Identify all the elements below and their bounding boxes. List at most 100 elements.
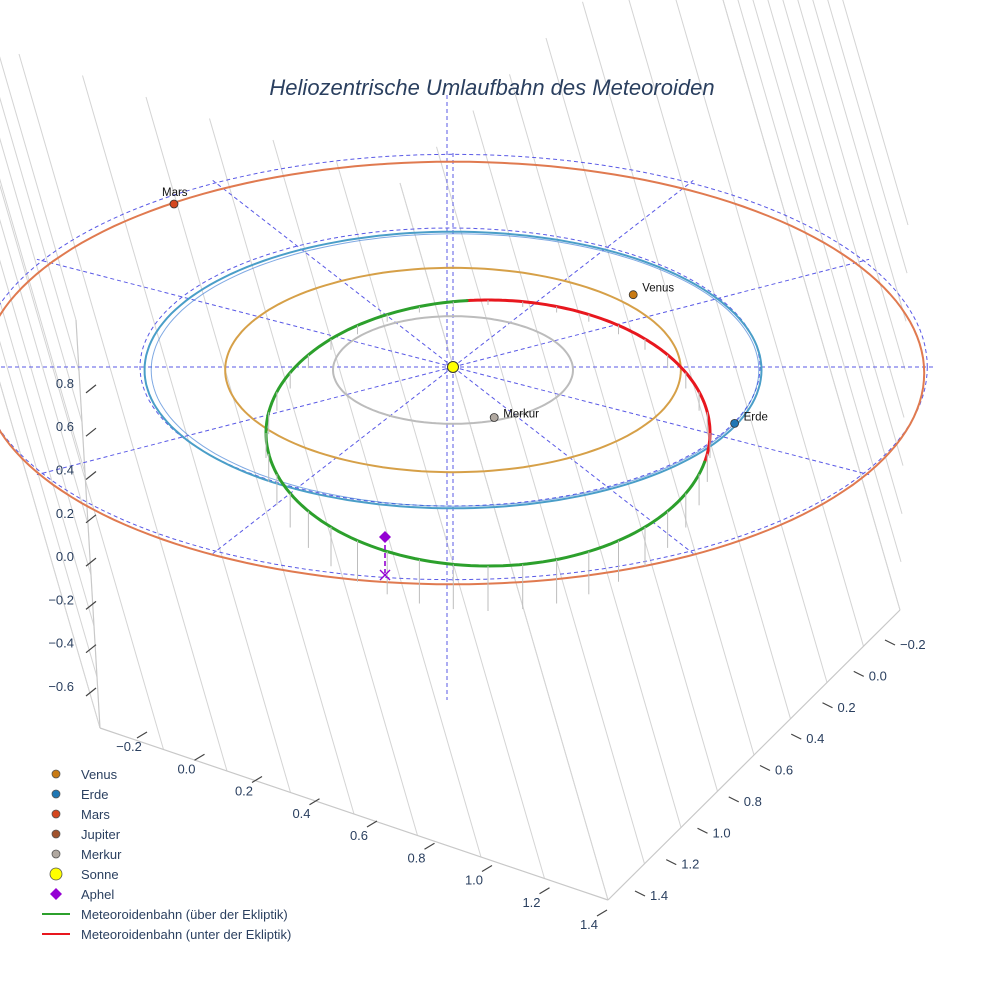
floor-gridline [0, 381, 101, 729]
sun-marker [447, 361, 459, 373]
planet-orbits [0, 160, 926, 586]
y-tick-label: −0.2 [900, 637, 926, 652]
legend-item[interactable]: Mars [51, 807, 110, 822]
aphel-projection-marker [379, 569, 391, 581]
legend-label: Meteoroidenbahn (über der Ekliptik) [81, 907, 288, 922]
wall-gridline [0, 300, 95, 627]
z-tick-label: −0.2 [48, 592, 74, 607]
x-tick-mark [366, 820, 378, 828]
ref-ray [452, 366, 870, 476]
floor-gridline [399, 182, 609, 901]
y-tick-mark [884, 639, 896, 646]
wall-gridline [0, 340, 98, 678]
planet-label-erde: Erde [744, 411, 768, 423]
y-tick-label: 0.6 [775, 763, 793, 778]
legend-label: Merkur [81, 847, 122, 862]
ref-ray [452, 258, 870, 368]
x-tick-label: 0.0 [177, 761, 195, 776]
floor-gridline [272, 139, 482, 858]
legend-item[interactable]: Venus [51, 767, 118, 782]
floor-gridline [145, 96, 355, 815]
orbit-venus [224, 266, 682, 474]
legend-item[interactable]: Aphel [50, 887, 114, 902]
legend[interactable]: Venus Erde Mars Jupiter Merkur Sonne Aphel Mete… [42, 767, 291, 942]
orbit-mars [0, 160, 926, 586]
legend-item[interactable]: Meteoroidenbahn (über der Ekliptik) [42, 907, 288, 922]
legend-circle-icon [51, 769, 61, 779]
planet-mars [169, 199, 179, 209]
wall-gridline [752, 0, 903, 514]
meteoroid-above-arc [264, 299, 707, 568]
legend-item[interactable]: Erde [51, 787, 108, 802]
reference-lines [0, 95, 934, 700]
floor-gridline [436, 146, 645, 864]
z-tick-label: 0.8 [56, 376, 74, 391]
x-tick-mark [481, 864, 493, 873]
y-tick-mark [759, 764, 771, 772]
y-tick-mark [697, 827, 708, 834]
chart-title: Heliozentrische Umlaufbahn des Meteoroid… [269, 75, 714, 100]
orbit-merkur [331, 315, 574, 425]
wall-gridline [0, 259, 92, 576]
y-tick-mark [853, 670, 865, 677]
ref-ray [36, 366, 454, 476]
wall-gridline [797, 0, 906, 370]
wall-gridline [767, 0, 904, 466]
wall-gridline [0, 56, 77, 321]
y-tick-label: 1.0 [713, 825, 731, 840]
floor-gridline [509, 74, 718, 792]
legend-item[interactable]: Sonne [49, 867, 119, 882]
x-tick-label: 0.6 [350, 828, 368, 843]
floor-gridline [336, 161, 545, 879]
legend-label: Venus [81, 767, 118, 782]
orbit-erde [143, 230, 763, 510]
legend-item[interactable]: Merkur [51, 847, 122, 862]
ref-ray [212, 366, 454, 554]
meteoroid-below-arc [465, 298, 712, 464]
z-tick-mark [85, 471, 97, 480]
z-tick-mark [85, 384, 97, 394]
legend-label: Erde [81, 787, 108, 802]
x-tick-mark [194, 753, 205, 761]
axis-ticks: −0.2 0.0 0.2 0.4 0.6 0.8 1.0 1.2 1.4 −0.2 0.0 0.2 0.… [48, 376, 925, 932]
meteoroid-orbit [264, 298, 712, 611]
ref-ray [36, 258, 454, 368]
x-tick-mark [539, 887, 550, 895]
floor-gridline [545, 37, 755, 756]
legend-item[interactable]: Meteoroidenbahn (unter der Ekliptik) [42, 927, 291, 942]
planet-erde [730, 418, 739, 428]
z-tick-label: 0.2 [56, 506, 74, 521]
x-tick-mark [136, 731, 148, 739]
x-tick-mark [424, 842, 435, 850]
z-tick-mark [85, 557, 97, 567]
wall-gridline [0, 178, 86, 474]
z-tick-mark [85, 514, 97, 524]
y-tick-label: 0.2 [838, 700, 856, 715]
floor-gridline [582, 1, 791, 719]
wall-gridline [737, 0, 902, 563]
z-axis-edge [75, 319, 101, 729]
legend-circle-icon [51, 789, 61, 799]
wall-gridline [0, 96, 80, 372]
legend-circle-icon [49, 867, 63, 881]
planet-label-merkur: Merkur [503, 409, 539, 421]
z-tick-label: −0.6 [48, 679, 74, 694]
z-tick-label: 0.4 [56, 463, 74, 478]
x-tick-label: −0.2 [116, 739, 142, 754]
ref-circle-inner [139, 227, 761, 507]
legend-item[interactable]: Jupiter [51, 827, 121, 842]
z-tick-mark [85, 687, 97, 697]
floor-gridline [472, 110, 682, 828]
x-tick-label: 1.4 [580, 917, 598, 932]
wall-gridline [842, 0, 909, 226]
planet-label-mars: Mars [162, 187, 188, 199]
planet-venus [628, 290, 638, 300]
z-tick-mark [85, 644, 97, 654]
legend-label: Jupiter [81, 827, 121, 842]
x-tick-label: 1.0 [465, 873, 483, 888]
floor-gridline [18, 53, 228, 772]
x-tick-mark [309, 798, 320, 806]
x-tick-mark [596, 909, 608, 917]
floor-gridline [0, 184, 164, 750]
